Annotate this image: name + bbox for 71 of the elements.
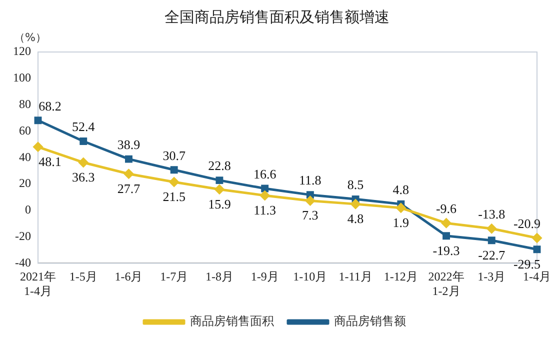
- x-tick-label: 1-7月: [160, 270, 188, 284]
- point: [532, 233, 542, 243]
- point: [34, 116, 42, 124]
- data-label: -29.5: [513, 256, 541, 272]
- y-tick-label: 20: [19, 176, 31, 190]
- x-tick-label: 2021年 1-4月: [20, 270, 56, 298]
- point: [124, 169, 134, 179]
- legend-label: 商品房销售面积: [190, 314, 274, 328]
- x-tick-label: 1-3月: [478, 270, 506, 284]
- point: [486, 224, 496, 234]
- x-tick-label: 1-10月: [293, 270, 328, 284]
- data-label: -19.3: [432, 242, 460, 258]
- point: [78, 158, 88, 168]
- point: [305, 196, 315, 206]
- point: [260, 190, 270, 200]
- point: [442, 232, 450, 240]
- data-label: 30.7: [162, 148, 186, 163]
- data-label: 15.9: [208, 196, 231, 212]
- y-tick-label: 0: [25, 202, 31, 217]
- data-label: 7.3: [302, 208, 318, 223]
- data-label: 38.9: [117, 136, 140, 152]
- x-tick-label: 1-6月: [114, 270, 143, 284]
- y-tick-label: 100: [13, 70, 31, 85]
- data-label: -22.7: [478, 247, 506, 262]
- data-label: -20.9: [513, 216, 541, 231]
- data-label: 4.8: [347, 210, 364, 226]
- point: [80, 138, 88, 145]
- y-tick-label: 120: [13, 44, 31, 58]
- data-label: 4.8: [392, 182, 410, 197]
- legend-label: 商品房销售额: [334, 314, 406, 328]
- data-label: -13.8: [478, 206, 506, 222]
- point: [169, 177, 179, 187]
- data-label: 21.5: [162, 188, 186, 204]
- point: [488, 236, 496, 244]
- y-tick-label: 40: [19, 150, 31, 164]
- point: [261, 184, 269, 192]
- data-label: 48.1: [38, 154, 62, 169]
- y-axis-title: （%）: [14, 30, 46, 45]
- data-label: 22.8: [208, 158, 231, 174]
- point: [350, 199, 360, 209]
- data-label: 16.6: [253, 166, 277, 182]
- x-tick-label: 1-12月: [384, 270, 418, 284]
- data-label: 36.3: [72, 169, 95, 184]
- data-label: 11.3: [254, 202, 276, 218]
- data-label: -9.6: [436, 200, 458, 216]
- y-tick-label: 80: [19, 96, 31, 111]
- x-tick-label: 1-9月: [250, 270, 279, 284]
- chart-title: 全国商品房销售面积及销售额增速: [164, 8, 390, 27]
- point: [214, 184, 224, 194]
- point: [533, 246, 541, 254]
- point: [33, 142, 43, 152]
- x-tick-label: 1-5月: [69, 270, 98, 284]
- x-tick-label: 1-4月: [523, 270, 551, 284]
- point: [216, 176, 224, 184]
- y-tick-label: 60: [19, 123, 31, 138]
- data-label: 8.5: [347, 177, 364, 192]
- data-label: 27.7: [117, 180, 141, 196]
- data-label: 11.8: [299, 172, 322, 188]
- point: [396, 203, 406, 213]
- y-tick-label: -40: [15, 255, 31, 270]
- point: [170, 166, 178, 174]
- data-label: 52.4: [72, 119, 96, 134]
- y-tick-label: -20: [15, 228, 31, 243]
- x-tick-label: 1-8月: [205, 270, 234, 284]
- point: [306, 191, 314, 199]
- data-label: 68.2: [38, 98, 62, 114]
- point: [442, 218, 452, 228]
- x-tick-label: 1-11月: [338, 270, 372, 284]
- data-label: 1.9: [392, 214, 410, 230]
- point: [125, 155, 132, 163]
- x-tick-label: 2022年 1-2月: [428, 270, 464, 298]
